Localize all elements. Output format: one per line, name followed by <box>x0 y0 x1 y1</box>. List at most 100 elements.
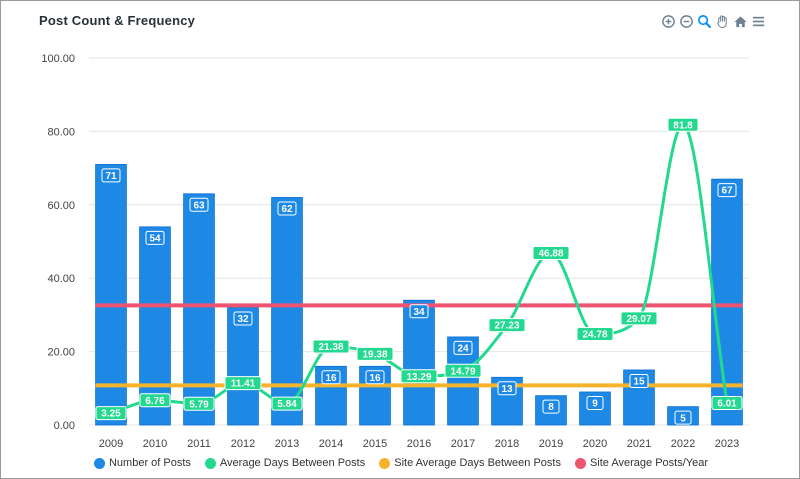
line-data-label-box <box>576 327 614 342</box>
x-tick-label: 2021 <box>627 438 651 450</box>
y-tick-label: 20.00 <box>47 347 75 359</box>
y-tick-label: 40.00 <box>47 273 75 285</box>
legend-label: Site Average Posts/Year <box>589 457 708 469</box>
zoom-out-icon[interactable] <box>679 14 694 29</box>
bar[interactable] <box>711 178 743 426</box>
x-tick-label: 2013 <box>275 438 299 450</box>
line-data-label-box <box>356 346 394 361</box>
zoom-in-icon[interactable] <box>661 14 676 29</box>
bar-data-label-box <box>189 197 209 212</box>
line-data-label: 24.78 <box>582 330 607 341</box>
line-data-label: 5.79 <box>189 399 209 410</box>
magnifier-icon[interactable] <box>697 14 712 29</box>
x-tick-label: 2019 <box>539 438 563 450</box>
x-tick-label: 2012 <box>231 438 255 450</box>
line-data-label: 14.79 <box>450 366 475 377</box>
bar-data-label: 16 <box>369 373 381 384</box>
line-data-label-box <box>183 396 215 411</box>
line-data-label-box <box>444 363 482 378</box>
line-data-label-box <box>139 393 171 408</box>
line-data-label: 29.07 <box>626 314 651 325</box>
bar-data-label-box <box>586 395 604 410</box>
line-data-label-box <box>312 339 350 354</box>
bar[interactable] <box>139 226 171 426</box>
line-data-label: 6.01 <box>717 399 737 410</box>
line-data-label: 5.84 <box>277 399 297 410</box>
legend-label: Number of Posts <box>108 457 191 469</box>
line-data-label: 13.29 <box>406 372 431 383</box>
line-data-label: 81.8 <box>673 120 693 131</box>
bar-data-label: 54 <box>149 233 161 244</box>
x-tick-label: 2022 <box>671 438 695 450</box>
legend-marker <box>93 457 105 469</box>
x-tick-label: 2020 <box>583 438 607 450</box>
y-tick-label: 60.00 <box>47 200 75 212</box>
bar-data-label-box <box>365 370 385 385</box>
bar-data-label: 15 <box>633 377 645 388</box>
line-data-label-box <box>95 406 127 421</box>
legend-marker <box>379 457 391 469</box>
legend: Number of Posts Average Days Between Post… <box>1 457 800 469</box>
line-data-label: 11.41 <box>231 379 256 390</box>
bar-data-label-box <box>629 373 649 388</box>
home-icon[interactable] <box>733 14 748 29</box>
y-tick-label: 80.00 <box>47 126 75 138</box>
bar[interactable] <box>183 193 215 426</box>
line-data-label: 46.88 <box>538 249 563 260</box>
x-tick-label: 2015 <box>363 438 387 450</box>
bar-data-label-box <box>497 381 517 396</box>
legend-label: Average Days Between Posts <box>219 457 366 469</box>
y-tick-label: 0.00 <box>54 420 75 432</box>
legend-item[interactable]: Number of Posts <box>93 457 191 469</box>
x-tick-label: 2016 <box>407 438 431 450</box>
bar-data-label-box <box>101 168 121 183</box>
legend-item[interactable]: Site Average Days Between Posts <box>379 457 561 469</box>
chart-toolbar <box>661 14 766 29</box>
data-labels: 71 54 63 32 62 16 16 34 24 13 8 9 15 5 67 3.25 6.76 5.79 1… <box>95 117 743 425</box>
x-tick-label: 2011 <box>187 438 211 450</box>
line-data-label-box <box>224 376 262 391</box>
line-data-label-box <box>488 318 526 333</box>
bar-data-label: 71 <box>105 171 117 182</box>
legend-item[interactable]: Average Days Between Posts <box>204 457 366 469</box>
line-data-label: 19.38 <box>362 349 387 360</box>
pan-hand-icon[interactable] <box>715 14 730 29</box>
line-data-label-box <box>532 245 570 260</box>
bar-data-label: 63 <box>193 200 205 211</box>
x-tick-label: 2014 <box>319 438 343 450</box>
bar-data-label-box <box>674 410 692 425</box>
bar[interactable] <box>315 365 347 426</box>
x-tick-label: 2018 <box>495 438 519 450</box>
legend-marker <box>574 457 586 469</box>
bar-data-label: 34 <box>413 307 425 318</box>
legend-label: Site Average Days Between Posts <box>394 457 561 469</box>
bar-data-label: 32 <box>237 314 249 325</box>
bar-data-label: 13 <box>501 384 513 395</box>
line-data-label: 6.76 <box>145 396 165 407</box>
line-data-label-box <box>711 395 743 410</box>
line-data-label-box <box>620 311 658 326</box>
bar[interactable] <box>227 307 259 426</box>
chart-plot: 0.00 20.00 40.00 60.00 80.00 100.00 71 54 63 32 6… <box>41 53 749 450</box>
menu-icon[interactable] <box>751 14 766 29</box>
y-axis: 0.00 20.00 40.00 60.00 80.00 100.00 <box>41 53 75 432</box>
bar[interactable] <box>271 197 303 426</box>
x-tick-label: 2010 <box>143 438 167 450</box>
bar-data-label: 8 <box>548 402 554 413</box>
x-tick-label: 2009 <box>99 438 123 450</box>
bar[interactable] <box>403 299 435 426</box>
line-data-label: 21.38 <box>318 342 343 353</box>
line-data-label-box <box>667 117 699 132</box>
bar-data-label-box <box>233 311 253 326</box>
bar-data-label-box <box>542 399 560 414</box>
bar[interactable] <box>95 164 127 426</box>
line-data-label-box <box>400 369 438 384</box>
bar-data-label: 5 <box>680 413 686 424</box>
bar-data-label: 24 <box>457 344 469 355</box>
line-data-label-box <box>271 396 303 411</box>
legend-item[interactable]: Site Average Posts/Year <box>574 457 708 469</box>
bar-data-label-box <box>717 183 737 198</box>
bar-data-label-box <box>453 340 473 355</box>
x-tick-label: 2017 <box>451 438 475 450</box>
